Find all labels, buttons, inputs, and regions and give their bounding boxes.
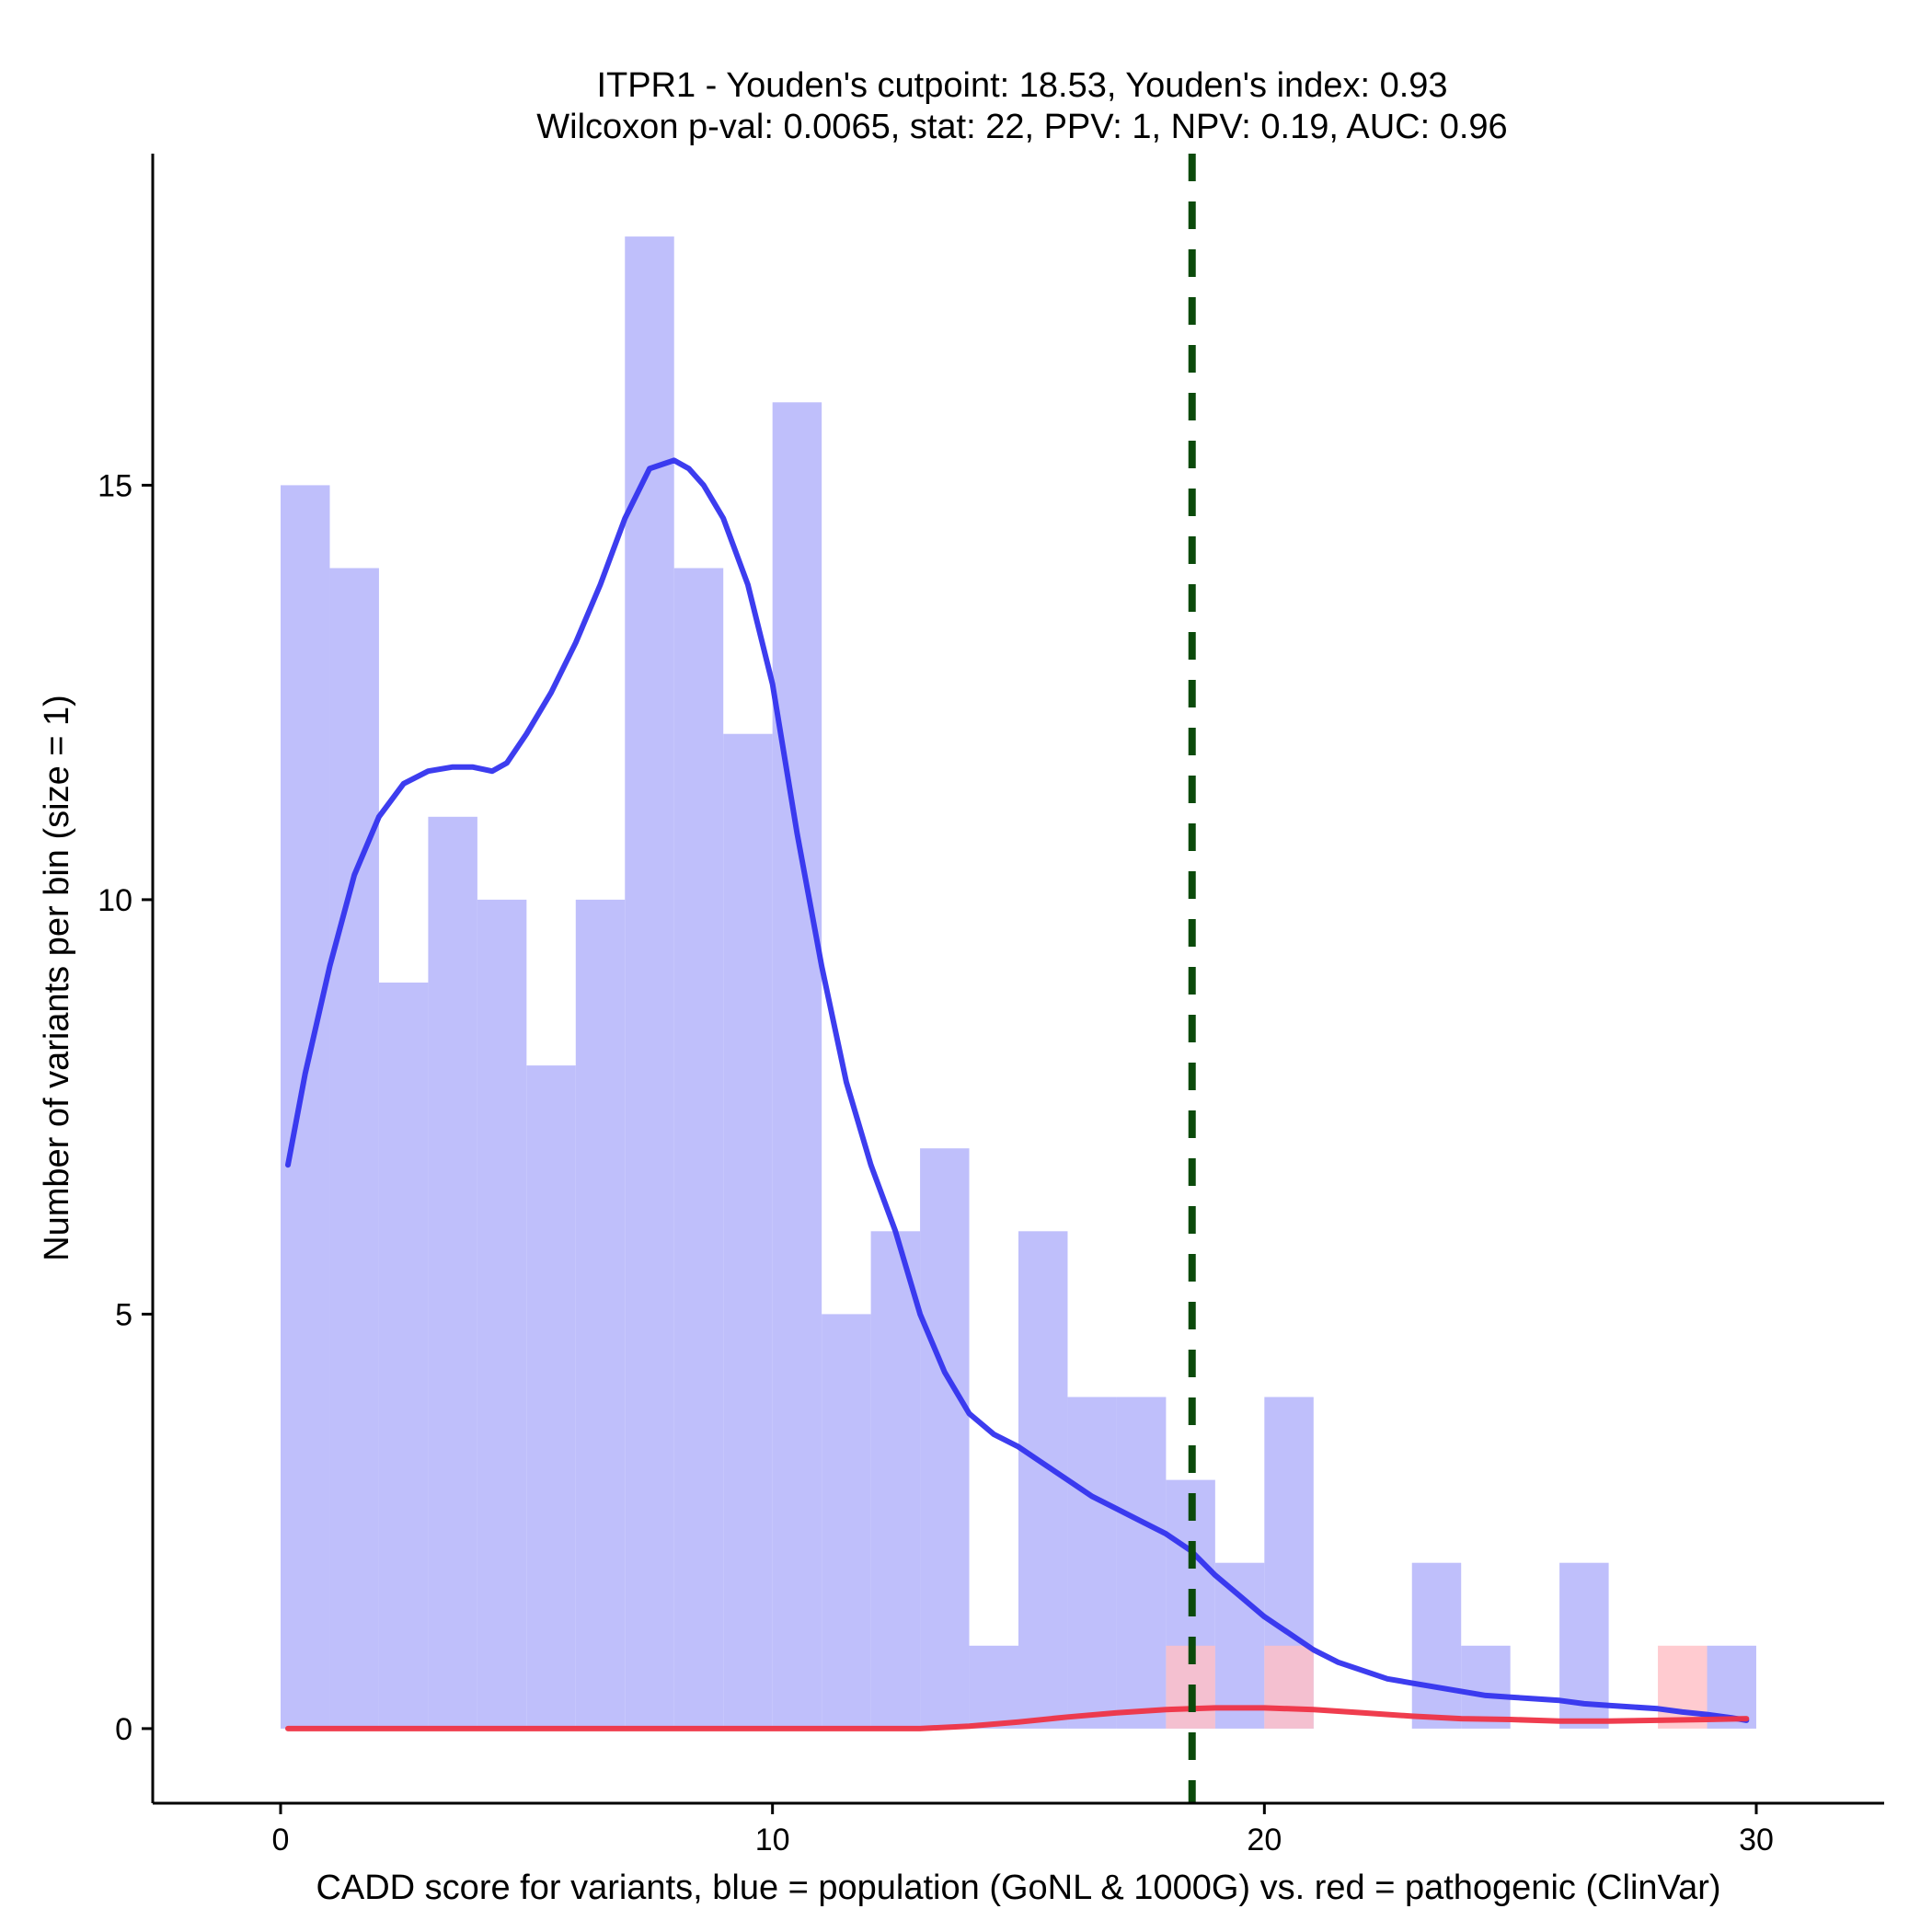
chart-title-line-2: Wilcoxon p-val: 0.0065, stat: 22, PPV: 1… xyxy=(536,108,1507,146)
population-bar xyxy=(625,236,674,1729)
x-tick-label: 10 xyxy=(755,1823,790,1857)
y-tick-label: 10 xyxy=(98,883,132,918)
population-bar xyxy=(822,1314,871,1729)
population-bar xyxy=(281,485,330,1729)
pathogenic-density-line xyxy=(285,1705,1750,1731)
x-axis-label: CADD score for variants, blue = populati… xyxy=(316,1869,1720,1907)
population-bars xyxy=(281,236,1756,1729)
y-axis-ticks: 0 5 10 15 xyxy=(98,468,153,1747)
x-tick-label: 0 xyxy=(272,1823,290,1857)
y-axis-label: Number of variants per bin (size = 1) xyxy=(38,695,76,1261)
population-bar xyxy=(428,816,477,1729)
population-bar xyxy=(673,568,724,1729)
density-curves xyxy=(285,457,1750,1731)
y-tick-label: 0 xyxy=(115,1712,132,1747)
population-bar xyxy=(1214,1562,1265,1729)
y-tick-label: 5 xyxy=(115,1297,132,1332)
population-bar xyxy=(329,568,379,1729)
pathogenic-bar xyxy=(1264,1645,1314,1729)
x-tick-label: 30 xyxy=(1739,1823,1774,1857)
population-bar xyxy=(526,1065,576,1729)
chart-title-line-1: ITPR1 - Youden's cutpoint: 18.53, Youden… xyxy=(596,66,1447,105)
population-bar xyxy=(378,983,429,1729)
population-bar xyxy=(477,899,527,1729)
population-bar xyxy=(920,1148,970,1729)
population-bar xyxy=(1461,1645,1511,1729)
pathogenic-bars xyxy=(1166,1645,1708,1729)
y-tick-label: 15 xyxy=(98,468,132,503)
population-bar xyxy=(1411,1562,1462,1729)
x-axis-ticks: 0 10 20 30 xyxy=(272,1803,1774,1857)
x-tick-label: 20 xyxy=(1247,1823,1282,1857)
population-bar xyxy=(870,1231,921,1729)
population-density-line xyxy=(285,457,1750,1723)
population-bar xyxy=(969,1645,1018,1729)
population-bar xyxy=(1067,1397,1117,1729)
population-bar xyxy=(723,733,773,1729)
population-bar xyxy=(1116,1397,1167,1729)
population-bar xyxy=(772,402,822,1729)
population-bar xyxy=(1018,1231,1068,1729)
population-bar xyxy=(575,899,626,1729)
